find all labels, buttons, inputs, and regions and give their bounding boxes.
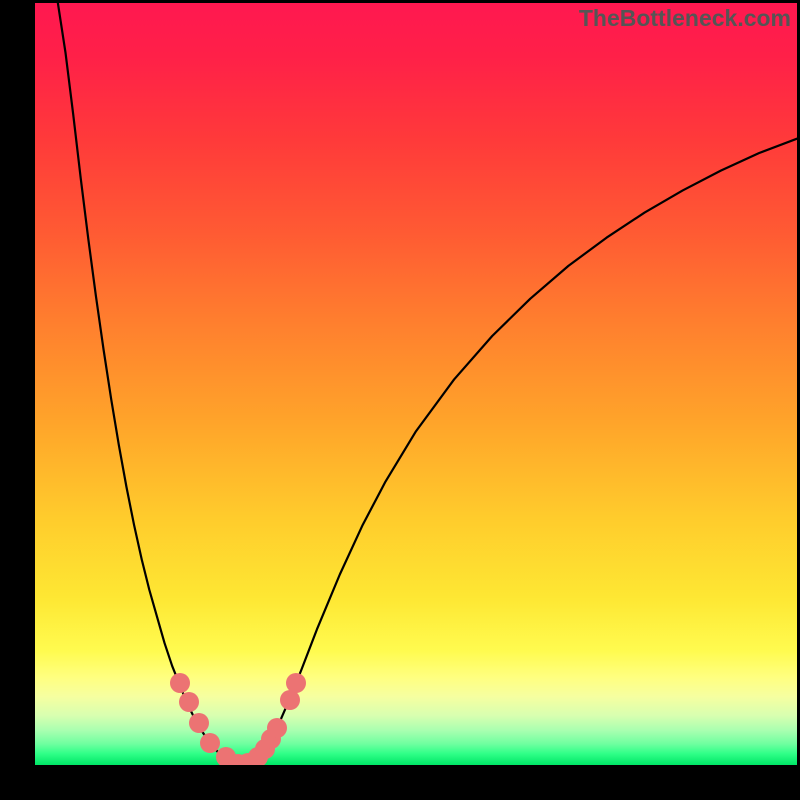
curve-path	[58, 3, 797, 764]
data-marker	[286, 673, 306, 693]
data-marker	[179, 692, 199, 712]
bottleneck-curve	[35, 3, 797, 765]
plot-area: TheBottleneck.com	[35, 3, 797, 765]
data-marker	[170, 673, 190, 693]
data-marker	[280, 690, 300, 710]
data-marker	[189, 713, 209, 733]
watermark-text: TheBottleneck.com	[579, 5, 791, 32]
data-marker	[267, 718, 287, 738]
